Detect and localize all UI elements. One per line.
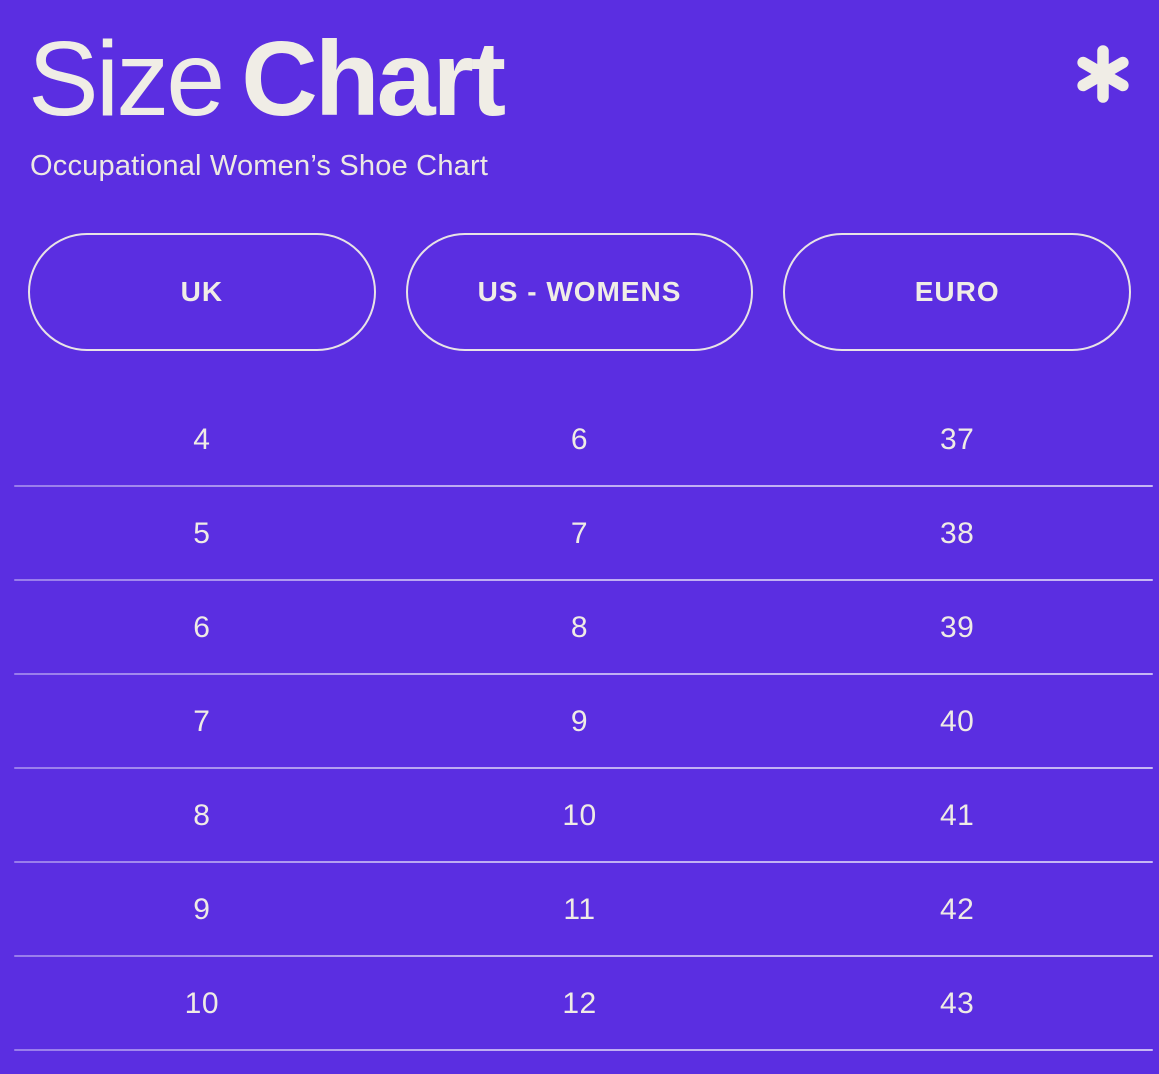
column-header-euro-label: EURO: [914, 276, 1000, 308]
cell-uk: 8: [193, 799, 211, 833]
cell-euro: 42: [939, 893, 975, 927]
column-header-uk: UK: [28, 233, 376, 352]
cell-uk: 6: [193, 611, 211, 645]
subtitle: Occupational Women’s Shoe Chart: [30, 150, 489, 183]
table-row: 6 8 39: [0, 581, 1159, 676]
table-row: 10 12 43: [0, 957, 1159, 1052]
cell-us: 8: [570, 611, 589, 645]
cell-us: 7: [570, 517, 589, 551]
cell-euro: 38: [939, 517, 975, 551]
table-row: 4 6 37: [0, 393, 1159, 488]
page-title: Size Chart: [28, 24, 1131, 134]
column-header-uk-label: UK: [180, 276, 224, 308]
column-header-euro: EURO: [783, 233, 1132, 352]
header: Size Chart Occupational Women’s Shoe Char…: [0, 24, 1159, 183]
cell-uk: 10: [184, 987, 220, 1021]
cell-us: 10: [562, 799, 597, 833]
column-header-us-womens-label: US - WOMENS: [477, 276, 682, 308]
cell-uk: 9: [193, 893, 211, 927]
asterisk-icon: [1071, 42, 1135, 106]
cell-us: 11: [563, 893, 596, 927]
table-row: 9 11 42: [0, 863, 1159, 958]
cell-euro: 40: [939, 705, 975, 739]
cell-us: 6: [570, 423, 589, 457]
cell-us: 12: [562, 987, 597, 1021]
title-word-size: Size: [28, 20, 225, 138]
cell-us: 9: [570, 705, 589, 739]
cell-euro: 41: [939, 799, 975, 833]
cell-euro: 37: [939, 423, 975, 457]
title-row: Size Chart: [28, 24, 1131, 134]
size-table: 4 6 37 5 7 38 6 8 39 7 9 40: [0, 393, 1159, 1052]
column-headers: UK US - WOMENS EURO: [0, 233, 1159, 352]
cell-uk: 4: [193, 423, 211, 457]
cell-euro: 43: [939, 987, 975, 1021]
table-row: 7 9 40: [0, 675, 1159, 770]
cell-uk: 5: [193, 517, 211, 551]
table-row: 8 10 41: [0, 769, 1159, 864]
cell-euro: 39: [939, 611, 975, 645]
column-header-us-womens: US - WOMENS: [405, 233, 754, 352]
title-word-chart: Chart: [241, 20, 506, 138]
table-row: 5 7 38: [0, 487, 1159, 582]
cell-uk: 7: [193, 705, 211, 739]
